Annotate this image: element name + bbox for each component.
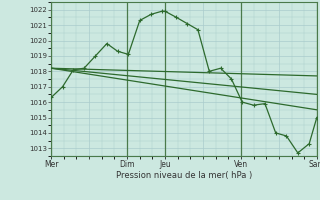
X-axis label: Pression niveau de la mer( hPa ): Pression niveau de la mer( hPa ) <box>116 171 252 180</box>
